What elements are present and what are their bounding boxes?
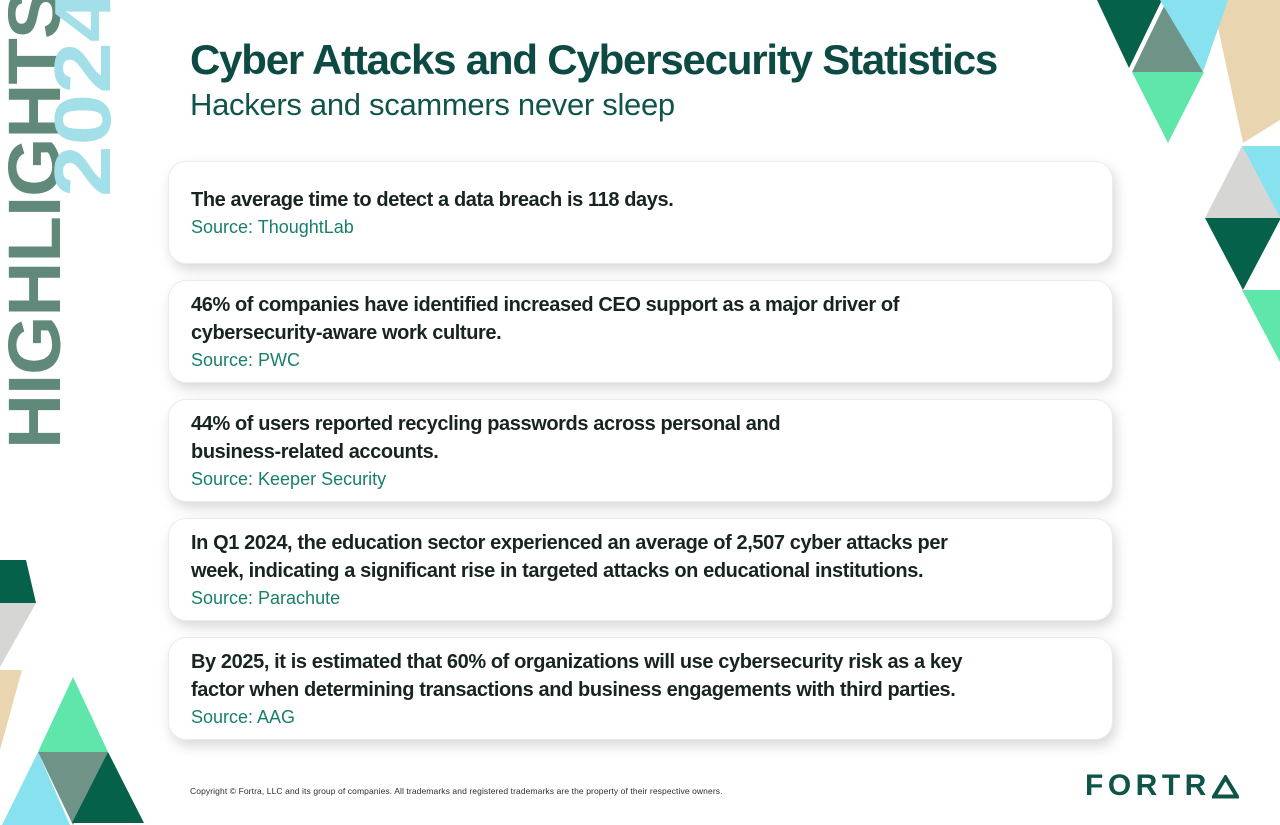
stat-headline: 44% of users reported recycling password… [191,413,781,463]
stat-source: Source: ThoughtLab [191,217,354,237]
triangle-sage [38,752,108,825]
stat-headline: 46% of companies have identified increas… [191,294,899,344]
triangle-mint [1242,290,1280,362]
triangle-mint [38,677,108,752]
stat-headline: By 2025, it is estimated that 60% of org… [191,651,963,701]
page-subtitle: Hackers and scammers never sleep [190,87,675,122]
triangle-sage [1132,0,1203,72]
stat-card: The average time to detect a data breach… [168,161,1113,264]
fortra-a-triangle-icon [1211,775,1239,799]
triangle-dark-green [1097,0,1162,68]
triangle-mosaic-top-right [1097,0,1280,362]
stat-source: Source: Keeper Security [191,469,387,489]
stat-card: 46% of companies have identified increas… [168,280,1113,383]
triangle-tan [1212,0,1280,143]
triangle-cyan [1160,0,1228,72]
page-title: Cyber Attacks and Cybersecurity Statisti… [190,36,998,83]
triangle-grey [0,603,36,667]
copyright-text: Copyright © Fortra, LLC and its group of… [190,786,723,796]
triangle-dark-green [1205,218,1280,290]
triangle-grey [1205,146,1280,218]
fortra-logo: FORTR [1085,770,1239,802]
stat-source: Source: PWC [191,350,301,370]
stat-headline: The average time to detect a data breach… [191,189,674,211]
stat-card-list: The average time to detect a data breach… [168,161,1113,740]
header: Cyber Attacks and Cybersecurity Statisti… [190,36,998,123]
triangle-cyan [2,752,70,825]
stat-card: In Q1 2024, the education sector experie… [168,518,1113,621]
triangle-mint [1132,72,1204,143]
stat-card: 44% of users reported recycling password… [168,399,1113,502]
triangle-dark-green [0,560,36,603]
triangle-dark-green [72,752,144,823]
stat-card: By 2025, it is estimated that 60% of org… [168,637,1113,740]
vertical-banner-year: 2024 [38,0,127,197]
stat-source: Source: AAG [191,707,296,727]
stat-source: Source: Parachute [191,588,341,608]
triangle-mosaic-bottom-left [0,560,144,825]
fortra-logo-text: FORTR [1085,769,1211,802]
triangle-tan [0,670,22,750]
stat-headline: In Q1 2024, the education sector experie… [191,532,948,582]
